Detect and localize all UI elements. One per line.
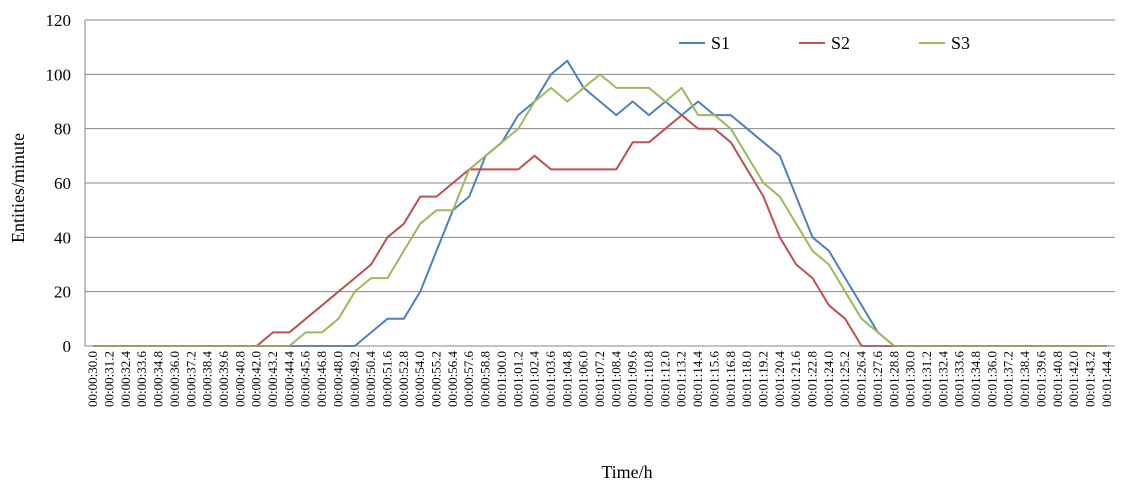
x-tick-label: 00:00:46.8 bbox=[314, 351, 329, 407]
x-tick-label: 00:00:40.8 bbox=[232, 351, 247, 407]
x-tick-label: 00:01:42.0 bbox=[1066, 351, 1081, 407]
x-tick-label: 00:01:25.2 bbox=[837, 351, 852, 407]
x-tick-label: 00:01:34.8 bbox=[968, 351, 983, 407]
x-tick-label: 00:01:20.4 bbox=[772, 351, 787, 407]
x-tick-label: 00:00:58.8 bbox=[478, 351, 493, 407]
y-tick-label: 0 bbox=[63, 337, 72, 356]
x-tick-label: 00:01:26.4 bbox=[854, 351, 869, 407]
x-tick-label: 00:00:57.6 bbox=[461, 351, 476, 407]
x-tick-label: 00:01:02.4 bbox=[527, 351, 542, 407]
series-lines bbox=[93, 61, 1107, 346]
x-tick-label: 00:01:18.0 bbox=[739, 351, 754, 407]
x-tick-label: 00:01:31.2 bbox=[919, 351, 934, 407]
x-tick-label: 00:00:33.6 bbox=[134, 351, 149, 407]
x-tick-label: 00:01:04.8 bbox=[559, 351, 574, 407]
x-tick-label: 00:00:38.4 bbox=[200, 351, 215, 407]
x-tick-label: 00:00:44.4 bbox=[281, 351, 296, 407]
legend-label-s1: S1 bbox=[711, 33, 730, 53]
x-tick-label: 00:00:39.6 bbox=[216, 351, 231, 407]
x-tick-label: 00:01:00.0 bbox=[494, 351, 509, 407]
x-tick-label: 00:01:06.0 bbox=[576, 351, 591, 407]
x-tick-label: 00:01:08.4 bbox=[608, 351, 623, 407]
x-tick-label: 00:01:12.0 bbox=[657, 351, 672, 407]
x-tick-label: 00:01:33.6 bbox=[952, 351, 967, 407]
x-tick-label: 00:01:27.6 bbox=[870, 351, 885, 407]
x-tick-label: 00:01:03.6 bbox=[543, 351, 558, 407]
x-tick-label: 00:00:45.6 bbox=[298, 351, 313, 407]
x-tick-label: 00:01:07.2 bbox=[592, 351, 607, 407]
x-tick-label: 00:01:19.2 bbox=[755, 351, 770, 407]
x-tick-label: 00:01:38.4 bbox=[1017, 351, 1032, 407]
x-tick-label: 00:01:32.4 bbox=[935, 351, 950, 407]
x-tick-label: 00:00:51.6 bbox=[379, 351, 394, 407]
y-axis-tick-labels: 0 20 40 60 80 100 120 bbox=[46, 11, 72, 356]
x-tick-label: 00:01:40.8 bbox=[1050, 351, 1065, 407]
legend-label-s2: S2 bbox=[831, 33, 850, 53]
x-tick-label: 00:01:28.8 bbox=[886, 351, 901, 407]
x-tick-label: 00:00:55.2 bbox=[429, 351, 444, 407]
x-tick-label: 00:01:21.6 bbox=[788, 351, 803, 407]
x-axis-title: Time/h bbox=[601, 462, 652, 482]
x-tick-label: 00:00:42.0 bbox=[249, 351, 264, 407]
x-tick-label: 00:01:09.6 bbox=[625, 351, 640, 407]
x-tick-label: 00:00:54.0 bbox=[412, 351, 427, 407]
y-tick-label: 40 bbox=[54, 228, 71, 247]
x-tick-label: 00:00:36.0 bbox=[167, 351, 182, 407]
x-tick-label: 00:00:34.8 bbox=[151, 351, 166, 407]
y-tick-label: 20 bbox=[54, 283, 71, 302]
legend: S1 S2 S3 bbox=[679, 33, 970, 53]
x-tick-label: 00:01:01.2 bbox=[510, 351, 525, 407]
x-tick-label: 00:01:10.8 bbox=[641, 351, 656, 407]
y-tick-label: 120 bbox=[46, 11, 72, 30]
y-tick-label: 60 bbox=[54, 174, 71, 193]
x-tick-label: 00:01:22.8 bbox=[805, 351, 820, 407]
series-line-s1 bbox=[93, 61, 1107, 346]
y-tick-label: 100 bbox=[46, 65, 72, 84]
x-tick-label: 00:01:36.0 bbox=[984, 351, 999, 407]
x-tick-label: 00:00:37.2 bbox=[183, 351, 198, 407]
x-tick-label: 00:01:43.2 bbox=[1082, 351, 1097, 407]
x-tick-label: 00:00:30.0 bbox=[85, 351, 100, 407]
x-tick-label: 00:01:37.2 bbox=[1001, 351, 1016, 407]
x-tick-label: 00:01:13.2 bbox=[674, 351, 689, 407]
x-tick-label: 00:01:14.4 bbox=[690, 351, 705, 407]
x-tick-label: 00:00:56.4 bbox=[445, 351, 460, 407]
x-tick-label: 00:01:16.8 bbox=[723, 351, 738, 407]
x-axis-tick-labels: 00:00:30.0 00:00:31.2 00:00:32.4 00:00:33.6… bbox=[85, 351, 1114, 407]
x-tick-label: 00:00:48.0 bbox=[330, 351, 345, 407]
y-tick-label: 80 bbox=[54, 120, 71, 139]
legend-label-s3: S3 bbox=[951, 33, 970, 53]
x-tick-label: 00:01:30.0 bbox=[903, 351, 918, 407]
series-line-s2 bbox=[93, 115, 1107, 346]
x-tick-label: 00:00:49.2 bbox=[347, 351, 362, 407]
x-tick-label: 00:01:44.4 bbox=[1099, 351, 1114, 407]
x-tick-label: 00:00:32.4 bbox=[118, 351, 133, 407]
x-tick-label: 00:00:50.4 bbox=[363, 351, 378, 407]
x-tick-label: 00:00:31.2 bbox=[102, 351, 117, 407]
x-tick-label: 00:01:24.0 bbox=[821, 351, 836, 407]
gridlines bbox=[85, 20, 1115, 292]
x-tick-label: 00:00:43.2 bbox=[265, 351, 280, 407]
x-tick-label: 00:01:39.6 bbox=[1033, 351, 1048, 407]
series-line-s3 bbox=[93, 74, 1107, 346]
y-axis-title: Entities/minute bbox=[8, 133, 28, 243]
x-tick-label: 00:00:52.8 bbox=[396, 351, 411, 407]
x-tick-label: 00:01:15.6 bbox=[706, 351, 721, 407]
